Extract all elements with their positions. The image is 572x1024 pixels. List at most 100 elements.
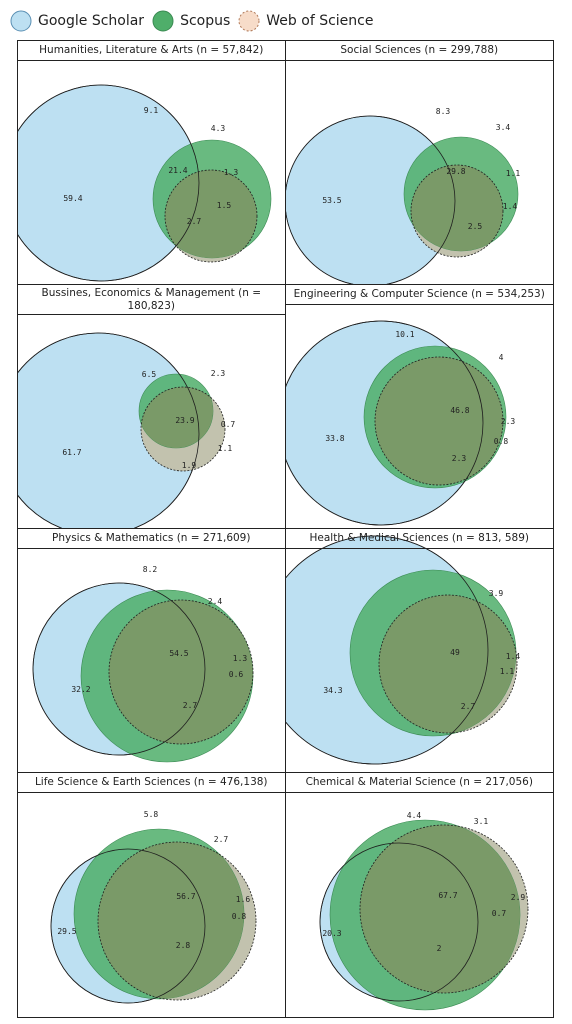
venn-panel: 34.3 3.9 49 1.4 1.1 2.7 Health & Medical Scien… [285, 529, 553, 773]
web-of-science-outline [374, 356, 503, 486]
scopus-wos-overlap [165, 170, 257, 258]
web-of-science-outline [140, 386, 226, 472]
panel-title: Bussines, Economics & Management (n = 18… [18, 285, 285, 315]
region-value-label: 1.9 [182, 461, 197, 470]
web-of-science-outline [97, 841, 257, 1001]
region-value-label: 1.4 [505, 652, 520, 661]
legend-label: Web of Science [266, 13, 374, 29]
region-value-label: 2.5 [467, 222, 482, 231]
region-value-label: 1.1 [499, 667, 514, 676]
region-value-label: 4.4 [406, 811, 421, 820]
region-value-label: 6.5 [142, 370, 157, 379]
legend-item: Scopus [152, 10, 230, 32]
region-value-label: 1.1 [505, 169, 520, 178]
legend-label: Scopus [180, 13, 231, 29]
scopus-wos-overlap [141, 387, 213, 448]
legend-label: Google Scholar [38, 13, 145, 29]
legend-marker [238, 10, 260, 32]
region-value-label: 49 [450, 648, 460, 657]
region-value-label: 29.5 [57, 927, 76, 936]
region-value-label: 2 [436, 944, 441, 953]
google-scholar-outline [50, 848, 206, 1004]
region-value-label: 0.6 [229, 670, 244, 679]
legend-item: Web of Science [238, 10, 373, 32]
web-of-science-outline [164, 169, 258, 263]
region-value-label: 2.8 [176, 941, 191, 950]
legend-swatch-0 [10, 10, 32, 32]
region-value-label: 33.8 [325, 434, 344, 443]
region-value-label: 2.3 [211, 369, 226, 378]
panel-title: Chemical & Material Science (n = 217,056… [285, 773, 553, 793]
region-value-label: 8.2 [143, 565, 158, 574]
google-scholar-outline [32, 582, 206, 756]
region-value-label: 3.4 [495, 123, 510, 132]
region-value-label: 29.8 [446, 167, 465, 176]
panel-title: Engineering & Computer Science (n = 534,… [285, 285, 553, 305]
region-value-label: 2.4 [208, 597, 223, 606]
region-value-label: 2.3 [451, 454, 466, 463]
region-value-label: 1.1 [218, 444, 233, 453]
web-of-science-outline [378, 594, 517, 734]
legend-marker [10, 10, 32, 32]
region-value-label: 53.5 [322, 196, 341, 205]
region-value-label: 59.4 [63, 194, 82, 203]
region-value-label: 21.4 [168, 166, 187, 175]
web-of-science-outline [359, 824, 528, 994]
google-scholar-outline [18, 332, 200, 528]
region-value-label: 0.8 [232, 912, 247, 921]
scopus-wos-overlap [378, 595, 516, 733]
venn-diagram: 20.3 4.4 3.1 67.7 2.9 0.7 2 [319, 811, 528, 1011]
panel-title: Social Sciences (n = 299,788) [285, 41, 553, 61]
venn-panel: 29.5 5.8 2.7 56.7 1.6 0.8 2.8 Life Science & Ea… [18, 773, 286, 1017]
region-value-label: 67.7 [438, 891, 457, 900]
panel-title: Health & Medical Sciences (n = 813, 589) [285, 529, 553, 549]
region-value-label: 34.3 [323, 686, 342, 695]
google-scholar-outline [285, 115, 455, 284]
region-value-label: 10.1 [395, 330, 414, 339]
venn-diagram: 29.5 5.8 2.7 56.7 1.6 0.8 2.8 [50, 810, 257, 1004]
region-value-label: 2.7 [183, 701, 198, 710]
legend-marker [152, 10, 174, 32]
venn-panel: 59.4 9.1 4.3 21.4 1.3 1.5 2.7 Humanities, Liter… [18, 41, 286, 285]
legend-swatch-1 [152, 10, 174, 32]
venn-diagram: 32.2 8.2 2.4 54.5 1.3 0.6 2.7 [32, 565, 254, 763]
region-value-label: 0.7 [491, 909, 506, 918]
venn-panel: 53.5 8.3 3.4 29.8 1.1 1.4 2.5 Social Sciences (… [285, 41, 553, 285]
venn-panel: 32.2 8.2 2.4 54.5 1.3 0.6 2.7 Physics & Mathema… [18, 529, 286, 773]
region-value-label: 2.7 [214, 835, 229, 844]
region-value-label: 4.3 [211, 124, 226, 133]
venn-diagram: 34.3 3.9 49 1.4 1.1 2.7 [285, 535, 520, 765]
region-value-label: 20.3 [322, 929, 341, 938]
region-value-label: 1.4 [502, 202, 517, 211]
scopus-wos-overlap [374, 357, 503, 485]
web-of-science-outline [108, 599, 254, 745]
region-value-label: 56.7 [176, 892, 195, 901]
region-value-label: 0.8 [493, 437, 508, 446]
google-scholar-outline [285, 535, 488, 765]
region-value-label: 23.9 [175, 416, 194, 425]
google-scholar-outline [18, 84, 200, 282]
region-value-label: 1.3 [224, 168, 239, 177]
region-value-label: 2.3 [500, 417, 515, 426]
venn-panel: 33.8 10.1 4 46.8 2.3 0.8 2.3 Engineering & Comp… [285, 285, 553, 529]
venn-panel: 61.7 6.5 2.3 23.9 0.7 1.1 1.9 Bussines, Economi… [18, 285, 286, 529]
region-value-label: 9.1 [144, 106, 159, 115]
region-value-label: 1.5 [217, 201, 232, 210]
region-value-label: 1.6 [236, 895, 251, 904]
venn-diagram: 59.4 9.1 4.3 21.4 1.3 1.5 2.7 [18, 84, 272, 282]
venn-diagram: 33.8 10.1 4 46.8 2.3 0.8 2.3 [285, 320, 515, 526]
region-value-label: 32.2 [71, 685, 90, 694]
venn-diagram: 61.7 6.5 2.3 23.9 0.7 1.1 1.9 [18, 332, 235, 528]
google-scholar-outline [319, 842, 478, 1002]
scopus-wos-overlap [410, 165, 503, 251]
region-value-label: 3.9 [488, 589, 503, 598]
panel-title: Life Science & Earth Sciences (n = 476,1… [18, 773, 285, 793]
web-of-science-outline [410, 164, 503, 258]
region-value-label: 5.8 [144, 810, 159, 819]
scopus-wos-overlap [98, 842, 244, 999]
region-value-label: 1.3 [233, 654, 248, 663]
scopus-wos-overlap [359, 825, 520, 993]
scopus-wos-overlap [109, 600, 253, 744]
region-value-label: 3.1 [473, 817, 488, 826]
legend: Google Scholar Scopus Web of Science [10, 8, 381, 34]
